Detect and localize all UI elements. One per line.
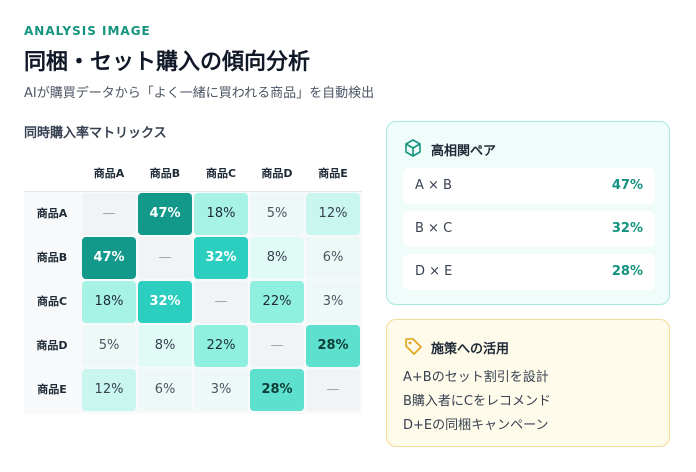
matrix-cell: 22% [194,325,248,367]
matrix-bg [24,191,362,414]
pair-rate: 47% [611,178,643,193]
cube-icon [405,139,421,157]
matrix-cell: 32% [138,281,192,323]
page-title: 同梱・セット購入の傾向分析 [24,50,311,75]
pair-row: A × B 47% [403,168,655,204]
actions-panel: 施策への活用 A+Bのセット割引を設計 B購入者にCをレコメンド D+Eの同梱キャン… [386,319,670,447]
row-header: 商品A [36,207,68,220]
row-header: 商品D [36,339,68,352]
row-header: 商品B [36,251,68,264]
pair-row: B × C 32% [403,211,655,247]
matrix-cell: 47% [82,237,136,279]
action-item: A+Bのセット割引を設計 [403,370,549,385]
matrix-cell: 12% [306,193,360,235]
column-header: 商品D [261,167,293,180]
matrix-cell: 47% [138,193,192,235]
pairs-title: 高相関ペア [431,144,497,159]
matrix-cell: 18% [82,281,136,323]
column-header: 商品C [205,167,237,180]
matrix-cell: — [138,237,192,279]
matrix-cell: 8% [250,237,304,279]
subtitle: AIが購買データから「よく一緒に買われる商品」を自動検出 [24,86,375,101]
matrix-cell: 5% [82,325,136,367]
pair-rate: 28% [611,264,643,279]
matrix-title: 同時購入率マトリックス [24,126,167,141]
column-header: 商品B [149,167,181,180]
matrix-cell: — [82,193,136,235]
matrix-cell: 6% [306,237,360,279]
matrix-cell: 12% [82,369,136,411]
actions-title: 施策への活用 [431,342,510,357]
matrix-cell: 5% [250,193,304,235]
column-header: 商品A [93,167,125,180]
matrix-cell: — [194,281,248,323]
column-header: 商品E [318,167,348,180]
row-header: 商品C [36,295,68,308]
pair-name: A × B [415,178,452,193]
matrix-cell: — [250,325,304,367]
action-item: B購入者にCをレコメンド [403,394,551,409]
row-header: 商品E [37,383,67,396]
matrix-cell: 6% [138,369,192,411]
matrix-cell: 28% [306,325,360,367]
matrix-cell: 18% [194,193,248,235]
action-item: D+Eの同梱キャンペーン [403,418,549,433]
pairs-panel: 高相関ペア A × B 47% B × C 32% D × E 28% [386,121,670,305]
pair-name: D × E [415,264,453,279]
matrix-cell: 8% [138,325,192,367]
tag-icon [405,338,422,355]
matrix-cell: — [306,369,360,411]
matrix-cell: 22% [250,281,304,323]
pair-name: B × C [415,221,453,236]
matrix-cell: 3% [194,369,248,411]
eyebrow: ANALYSIS IMAGE [24,24,151,38]
pair-rate: 32% [611,221,643,236]
pair-row: D × E 28% [403,254,655,290]
matrix-cell: 28% [250,369,304,411]
matrix-cell: 32% [194,237,248,279]
matrix-cell: 3% [306,281,360,323]
